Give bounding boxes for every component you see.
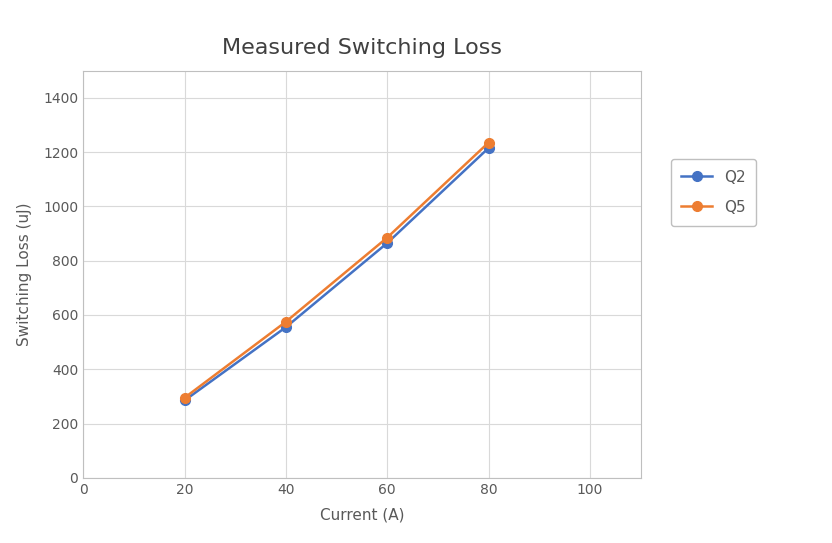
Title: Measured Switching Loss: Measured Switching Loss [222, 38, 502, 58]
Legend: Q2, Q5: Q2, Q5 [671, 159, 756, 226]
Q5 [382, 235, 392, 241]
Q2 [382, 240, 392, 247]
Q2 [483, 145, 493, 151]
Q5 [483, 140, 493, 146]
Q2 [180, 397, 190, 404]
Q5 [281, 318, 291, 325]
Line: Q2: Q2 [180, 143, 493, 405]
Line: Q5: Q5 [180, 138, 493, 402]
Q5 [180, 394, 190, 401]
Q2 [281, 324, 291, 330]
X-axis label: Current (A): Current (A) [319, 508, 404, 523]
Y-axis label: Switching Loss (uJ): Switching Loss (uJ) [17, 203, 32, 346]
